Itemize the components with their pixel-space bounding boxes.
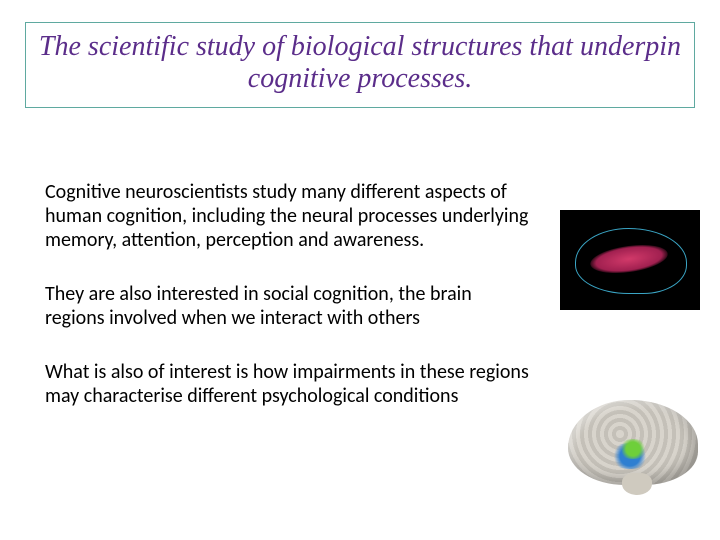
list-item: What is also of interest is how impairme… — [25, 360, 535, 408]
brain-stem-icon — [622, 473, 652, 495]
activation-green-icon — [618, 439, 648, 459]
brain-render-image — [560, 395, 710, 505]
bullet-text: Cognitive neuroscientists study many dif… — [45, 180, 535, 252]
brain-scan-image — [560, 210, 700, 310]
slide-title: The scientific study of biological struc… — [36, 31, 684, 95]
list-item: They are also interested in social cogni… — [25, 282, 535, 330]
list-item: Cognitive neuroscientists study many dif… — [25, 180, 535, 252]
bullet-text: What is also of interest is how impairme… — [45, 360, 535, 408]
title-box: The scientific study of biological struc… — [25, 22, 695, 108]
slide: The scientific study of biological struc… — [0, 0, 720, 540]
bullet-list: Cognitive neuroscientists study many dif… — [25, 180, 535, 438]
bullet-text: They are also interested in social cogni… — [45, 282, 535, 330]
